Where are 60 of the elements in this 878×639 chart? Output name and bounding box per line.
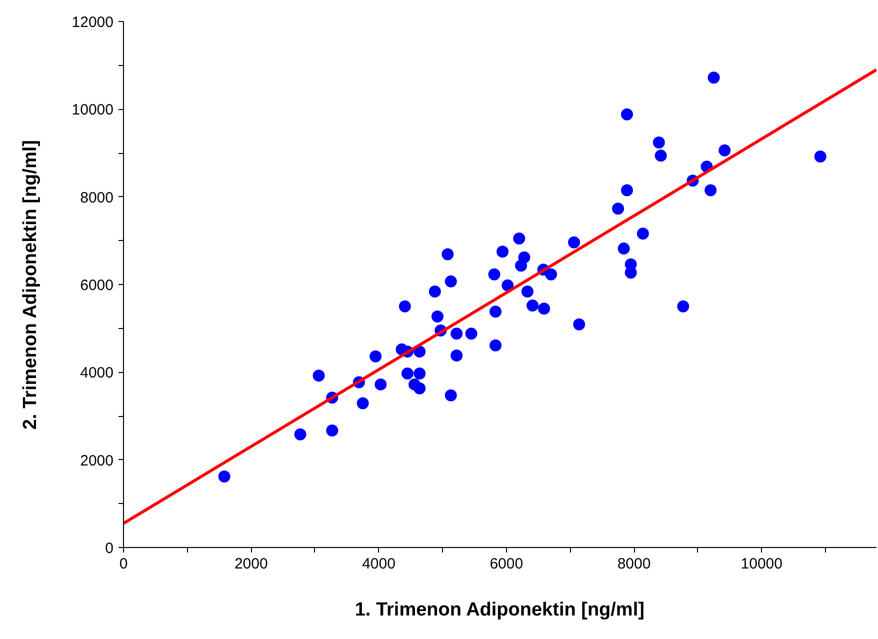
x-tick-label: 2000: [234, 556, 268, 572]
point: [294, 428, 306, 440]
point: [526, 300, 539, 312]
point: [398, 300, 411, 312]
y-tick-label: 4000: [80, 364, 114, 382]
point: [502, 279, 514, 292]
point: [612, 202, 624, 215]
point: [545, 268, 558, 280]
point: [677, 300, 690, 312]
point: [513, 232, 526, 244]
y-tick-label: 12000: [72, 14, 114, 31]
point: [490, 339, 502, 352]
point: [496, 246, 509, 258]
point: [401, 367, 414, 380]
y-tick-label: 6000: [80, 277, 114, 294]
point: [488, 268, 500, 280]
point: [312, 370, 325, 382]
point: [654, 150, 667, 162]
point: [538, 302, 550, 315]
point: [515, 260, 528, 272]
x-tick-label: 6000: [490, 556, 524, 572]
y-axis-title: 2. Trimenon Adiponektin [ng/ml]: [20, 140, 41, 430]
point: [636, 228, 649, 240]
point: [708, 72, 720, 84]
point: [814, 150, 826, 162]
x-axis-title: 1. Trimenon Adiponektin [ng/ml]: [354, 600, 644, 620]
point: [414, 367, 426, 380]
point: [414, 382, 426, 394]
point: [521, 286, 534, 298]
point: [414, 346, 426, 358]
point: [218, 470, 230, 482]
point: [428, 286, 441, 298]
point: [444, 389, 457, 402]
x-tick-label: 4000: [362, 556, 396, 572]
point: [490, 306, 502, 318]
point: [444, 275, 457, 288]
y-tick-label: 0: [105, 540, 114, 557]
point: [568, 236, 580, 248]
y-tick-label: 2000: [80, 452, 114, 470]
x-tick-label: 0: [119, 556, 128, 572]
point: [620, 108, 633, 120]
point: [356, 397, 369, 410]
point: [618, 242, 630, 255]
point: [431, 310, 444, 322]
point: [374, 378, 387, 390]
point: [450, 328, 463, 340]
point: [718, 144, 731, 156]
point: [573, 318, 586, 330]
point: [465, 328, 478, 340]
point: [442, 248, 454, 260]
x-tick-label: 10000: [740, 556, 782, 572]
point: [704, 184, 717, 196]
point: [652, 136, 665, 148]
point: [450, 350, 463, 362]
y-tick-label: 8000: [80, 189, 114, 206]
point: [326, 424, 338, 436]
y-tick-label: 10000: [72, 102, 114, 119]
x-tick-label: 8000: [617, 556, 651, 572]
point: [370, 350, 382, 362]
point: [620, 184, 633, 196]
